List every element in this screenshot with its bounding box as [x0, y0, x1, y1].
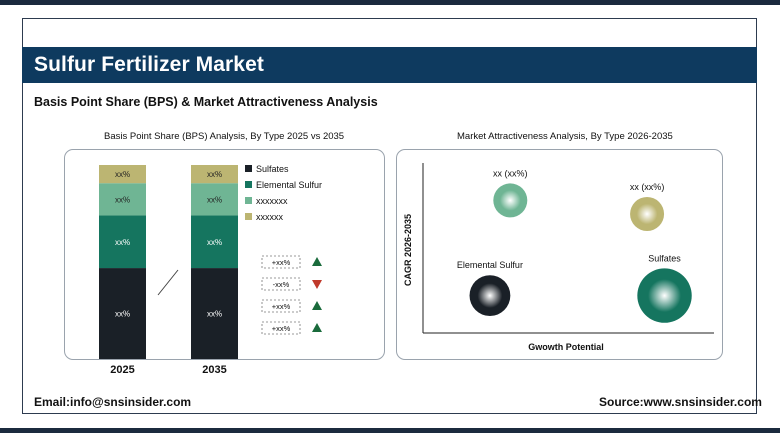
attractiveness-chart-title: Market Attractiveness Analysis, By Type …: [457, 131, 673, 142]
up-arrow-icon: [312, 257, 322, 266]
bar-segment: [191, 183, 238, 216]
bar-value-label: xx%: [207, 310, 222, 319]
bubble-label: Elemental Sulfur: [457, 260, 523, 270]
legend-swatch: [245, 181, 252, 188]
legend-label: Elemental Sulfur: [256, 180, 322, 190]
bar-segment: [191, 268, 238, 359]
legend-label: xxxxxx: [256, 212, 284, 222]
legend-swatch: [245, 165, 252, 172]
bubble-label: xx (xx%): [493, 168, 528, 178]
title-bar: Sulfur Fertilizer Market: [22, 47, 757, 83]
bar-segment: [191, 215, 238, 269]
bar-value-label: xx%: [115, 238, 130, 247]
bar-value-label: xx%: [207, 238, 222, 247]
bottom-frame-bar: [0, 428, 780, 433]
change-label: -xx%: [273, 280, 290, 289]
footer-email[interactable]: Email:info@snsinsider.com: [34, 395, 192, 409]
trend-connector: [157, 269, 179, 296]
bar-value-label: xx%: [207, 195, 222, 204]
change-box: [261, 321, 301, 335]
page-subtitle: Basis Point Share (BPS) & Market Attract…: [34, 95, 378, 109]
bar-value-label: xx%: [207, 170, 222, 179]
bar-segment: [99, 165, 146, 184]
change-label: +xx%: [272, 258, 291, 267]
bubble: [469, 275, 511, 316]
bubble-label: xx (xx%): [630, 182, 665, 192]
bar-segment: [191, 165, 238, 184]
legend-swatch: [245, 197, 252, 204]
change-box: [261, 299, 301, 313]
bubble-label: Sulfates: [648, 253, 681, 263]
change-label: +xx%: [272, 324, 291, 333]
up-arrow-icon: [312, 323, 322, 332]
legend-label: Sulfates: [256, 164, 289, 174]
x-tick-label: 2025: [110, 364, 134, 376]
y-axis-label: CAGR 2026-2035: [403, 214, 413, 286]
change-box: [261, 255, 301, 269]
change-box: [261, 277, 301, 291]
bar-segment: [99, 183, 146, 216]
legend-swatch: [245, 213, 252, 220]
page-title: Sulfur Fertilizer Market: [34, 53, 264, 76]
down-arrow-icon: [312, 280, 322, 289]
bar-segment: [99, 268, 146, 359]
up-arrow-icon: [312, 301, 322, 310]
bubble: [493, 183, 528, 218]
footer-source[interactable]: Source:www.snsinsider.com: [599, 395, 762, 409]
bar-value-label: xx%: [115, 195, 130, 204]
attractiveness-chart-panel: [396, 149, 723, 360]
x-tick-label: 2035: [202, 364, 226, 376]
bar-value-label: xx%: [115, 310, 130, 319]
top-frame-bar: [0, 0, 780, 5]
bubble: [637, 268, 692, 323]
change-label: +xx%: [272, 302, 291, 311]
legend-label: xxxxxxx: [256, 196, 288, 206]
bar-value-label: xx%: [115, 170, 130, 179]
bubble: [630, 197, 665, 231]
bar-segment: [99, 215, 146, 269]
x-axis-label: Gwowth Potential: [528, 342, 604, 352]
bps-chart-title: Basis Point Share (BPS) Analysis, By Typ…: [104, 131, 345, 142]
